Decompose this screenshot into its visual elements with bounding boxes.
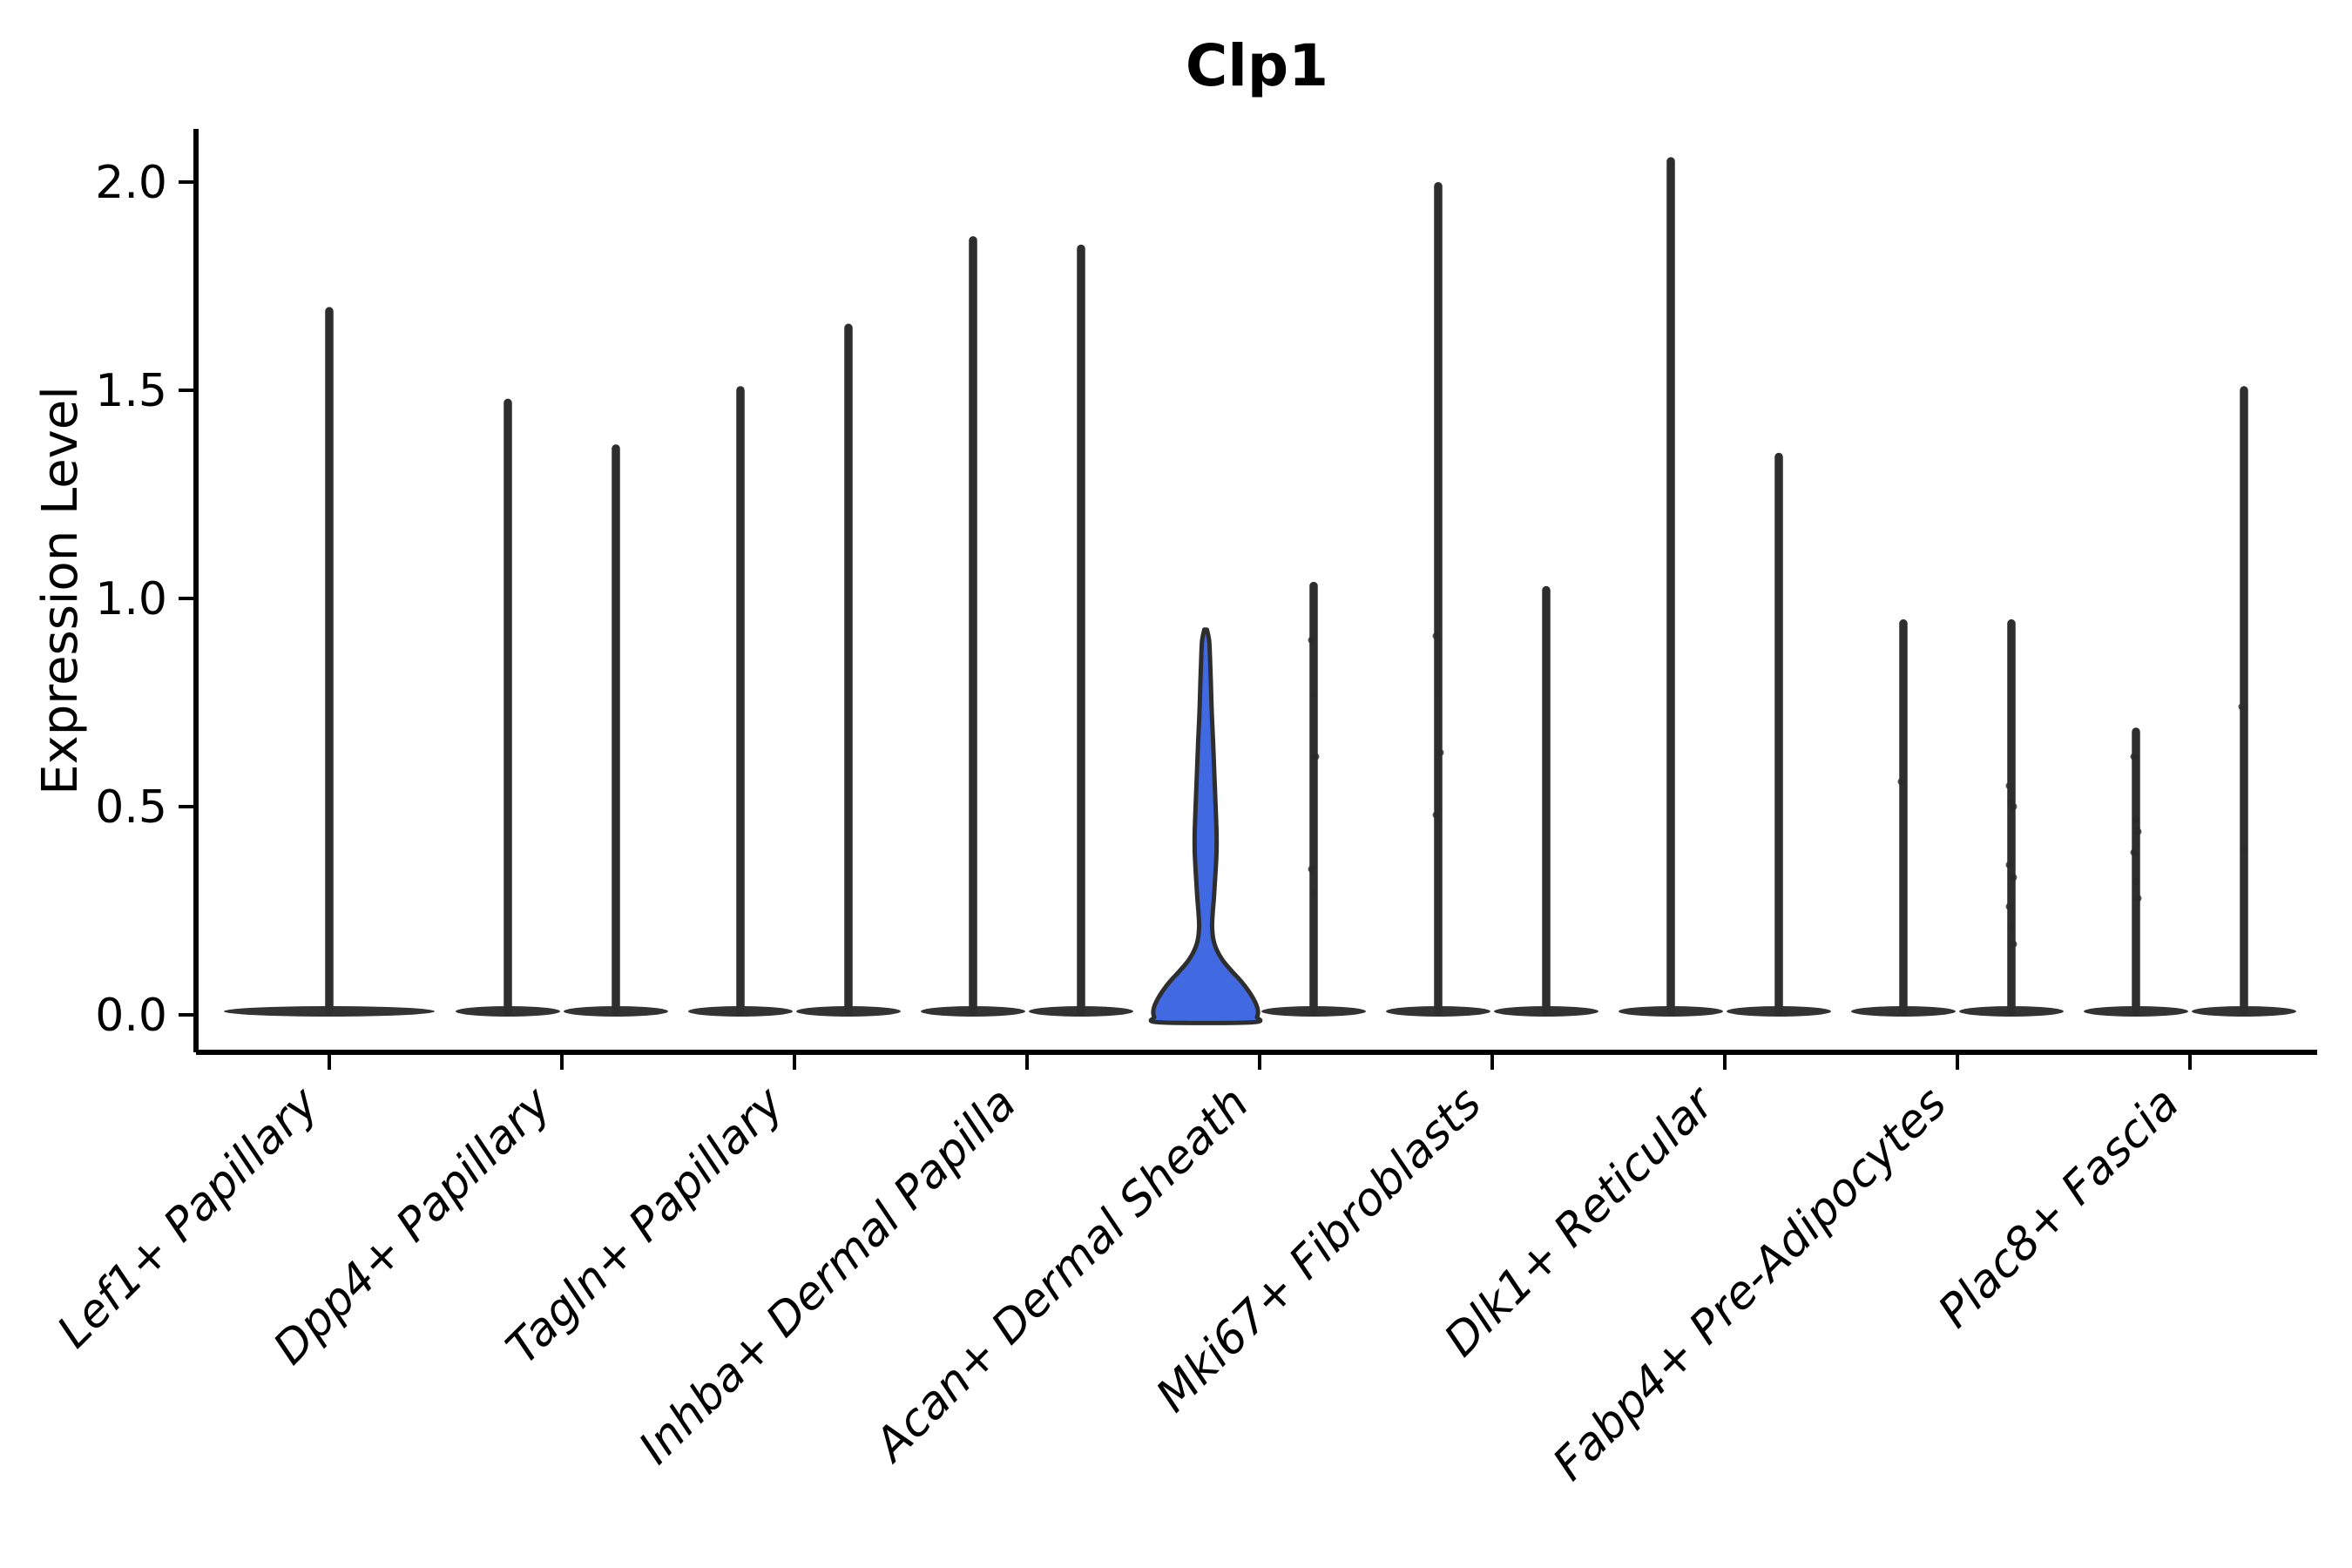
jitter-dot — [2132, 815, 2139, 823]
y-axis-label: Expression Level — [32, 386, 89, 795]
jitter-dot — [1435, 690, 1442, 698]
jitter-dot — [1310, 690, 1317, 698]
jitter-dot — [2130, 753, 2138, 760]
y-tick-label: 1.0 — [95, 573, 167, 625]
jitter-dot — [1432, 811, 1440, 819]
jitter-dot — [2240, 844, 2247, 852]
jitter-dot — [1310, 890, 1317, 898]
jitter-dot — [1432, 632, 1440, 640]
y-tick-label: 0.5 — [95, 781, 167, 834]
jitter-dot — [2005, 782, 2013, 790]
jitter-dot — [1312, 753, 1320, 760]
violin-acan-dermal-sheath-left — [1148, 627, 1263, 1025]
y-tick-label: 0.0 — [95, 990, 167, 1042]
y-tick-label: 2.0 — [95, 157, 167, 209]
jitter-dot — [2134, 895, 2142, 902]
jitter-dot — [2134, 828, 2142, 835]
jitter-dot — [2010, 940, 2017, 948]
chart-title: Clp1 — [1186, 32, 1328, 99]
jitter-dot — [2008, 923, 2015, 931]
jitter-dot — [2130, 848, 2138, 856]
jitter-dot — [2005, 902, 2013, 910]
jitter-dot — [1308, 865, 1315, 873]
jitter-dot — [2005, 861, 2013, 868]
jitter-dot — [2238, 703, 2246, 711]
jitter-dot — [1308, 636, 1315, 644]
jitter-dot — [2132, 878, 2139, 886]
jitter-dot — [2010, 803, 2017, 810]
jitter-dot — [1897, 778, 1905, 786]
jitter-dot — [1436, 748, 1444, 756]
y-tick-label: 1.5 — [95, 365, 167, 417]
jitter-dot — [2010, 874, 2017, 882]
